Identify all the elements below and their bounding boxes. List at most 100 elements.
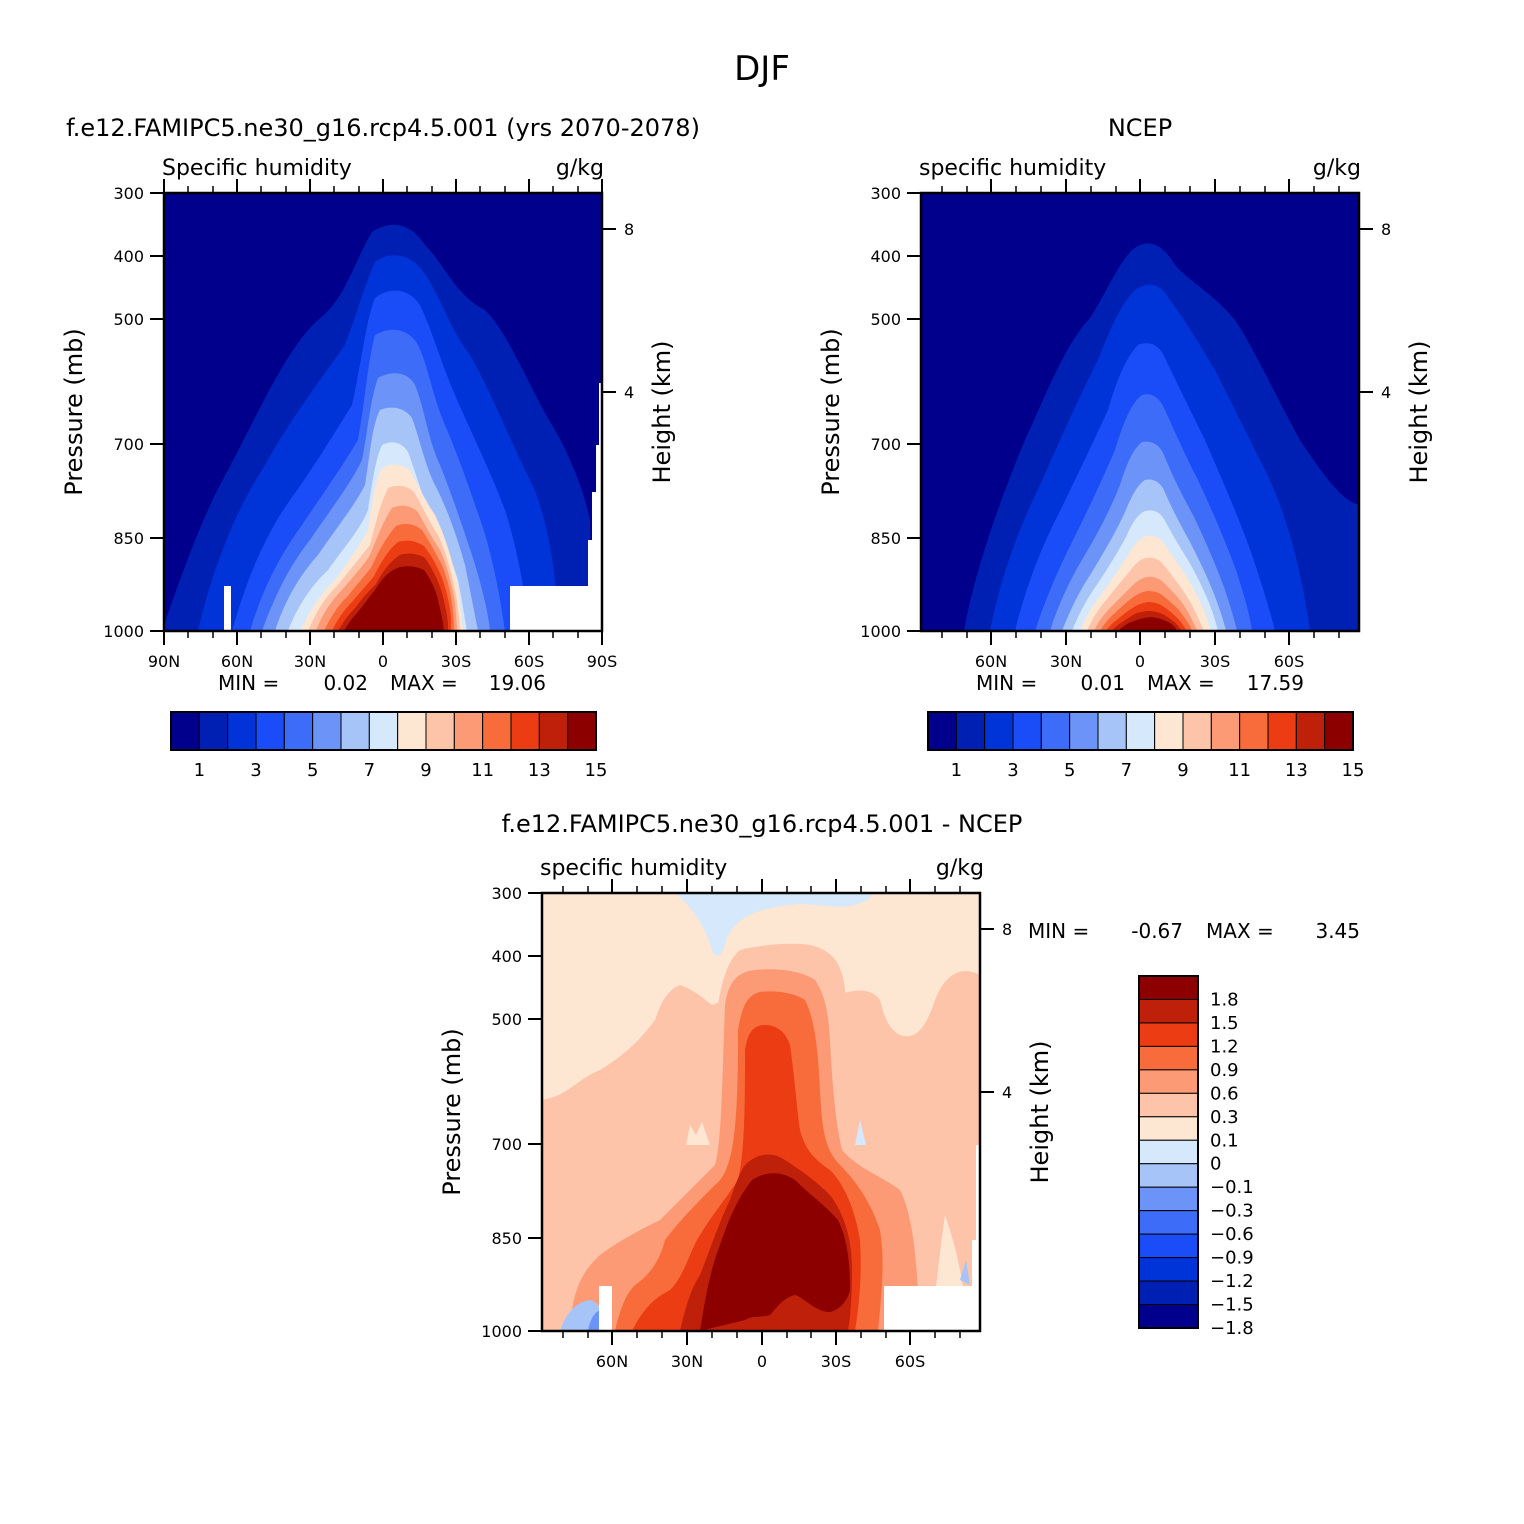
colorbar-label: 7: [364, 760, 375, 781]
colorbar-swatch: [1138, 1233, 1199, 1259]
colorbar: 1.81.51.20.90.60.30.10−0.1−0.3−0.6−0.9−1…: [1138, 975, 1254, 1339]
colorbar-swatch: [425, 711, 455, 751]
min-value: 0.02: [323, 671, 368, 695]
colorbar-swatch: [1138, 1280, 1199, 1306]
colorbar-swatch: [1239, 711, 1269, 751]
colorbar-label: 0.3: [1210, 1107, 1239, 1128]
colorbar-swatch: [984, 711, 1014, 751]
y-axis-label: Pressure (mb): [817, 328, 845, 495]
colorbar-swatch: [1125, 711, 1156, 751]
colorbar-label: 1.8: [1210, 989, 1239, 1010]
missing-data: [224, 586, 231, 631]
colorbar-label: 9: [420, 760, 431, 781]
colorbar-label: 11: [471, 760, 494, 781]
x-tick-label: 30N: [1050, 652, 1082, 671]
x-tick-label: 60N: [975, 652, 1007, 671]
colorbar-frame: [1138, 975, 1199, 1329]
colorbar-label: 5: [1064, 760, 1075, 781]
colorbar-label: 0.1: [1210, 1130, 1239, 1151]
colorbar-label: 3: [1007, 760, 1018, 781]
colorbar-swatch: [1138, 1186, 1199, 1212]
x-tick-label: 60N: [596, 1352, 628, 1371]
colorbar-swatch: [1138, 1092, 1199, 1118]
colorbar-swatch: [368, 711, 399, 751]
y-tick-label: 400: [113, 247, 144, 266]
contour-level-0.1-patch: [686, 1122, 710, 1145]
colorbar-swatch: [510, 711, 540, 751]
y-tick-label: 300: [870, 184, 901, 203]
y-axis-label-right: Height (km): [1405, 341, 1433, 484]
panel-difference: f.e12.FAMIPC5.ne30_g16.rcp4.5.001 - NCEP…: [438, 810, 1360, 1371]
y-axis-label-right: Height (km): [1026, 1041, 1054, 1184]
colorbar-swatch: [538, 711, 569, 751]
axis-minor-ticks: [187, 186, 579, 638]
colorbar-label: −0.3: [1210, 1201, 1254, 1222]
colorbar-label: −0.9: [1210, 1248, 1254, 1269]
colorbar-swatch: [312, 711, 342, 751]
colorbar-label: 0.9: [1210, 1060, 1239, 1081]
colorbar-swatch: [927, 711, 957, 751]
colorbar-swatch: [1210, 711, 1241, 751]
colorbar-label: 15: [585, 760, 608, 781]
colorbar-label: 3: [250, 760, 261, 781]
missing-data: [592, 492, 602, 540]
colorbar-swatch: [227, 711, 257, 751]
colorbar-swatch: [1138, 1069, 1199, 1094]
x-tick-label: 60S: [895, 1352, 926, 1371]
y-tick-label: 700: [870, 435, 901, 454]
y-right-tick-label: 4: [624, 383, 634, 402]
contour-negative: [675, 893, 872, 956]
x-tick-label: 0: [757, 1352, 767, 1371]
y-tick-label: 500: [870, 310, 901, 329]
colorbar-swatch: [1295, 711, 1326, 751]
colorbar-label: 9: [1177, 760, 1188, 781]
panel-title: NCEP: [1108, 114, 1172, 142]
colorbar-label: 13: [528, 760, 551, 781]
colorbar-swatch: [283, 711, 314, 751]
min-label: MIN =: [218, 671, 279, 695]
x-tick-label: 90S: [587, 652, 618, 671]
axis-ticks: [907, 179, 1373, 645]
x-tick-label: 60S: [1274, 652, 1305, 671]
panel-title: f.e12.FAMIPC5.ne30_g16.rcp4.5.001 (yrs 2…: [66, 114, 700, 142]
colorbar-swatch: [255, 711, 285, 751]
y-tick-label: 850: [113, 529, 144, 548]
colorbar-swatch: [567, 711, 597, 751]
contour-field: [164, 193, 602, 631]
contour-level-15: [344, 566, 444, 631]
colorbar-label: −1.2: [1210, 1271, 1254, 1292]
colorbar-swatch: [1182, 711, 1212, 751]
colorbar-swatch: [1267, 711, 1297, 751]
colorbar-swatch: [1012, 711, 1042, 751]
variable-label: specific humidity: [540, 856, 727, 881]
colorbar-swatch: [1097, 711, 1127, 751]
y-right-tick-label: 4: [1381, 383, 1391, 402]
max-value: 19.06: [489, 671, 546, 695]
colorbar-swatch: [1138, 1304, 1199, 1329]
contour-negative: [855, 1120, 866, 1145]
variable-label: specific humidity: [919, 156, 1106, 181]
colorbar-label: 0: [1210, 1154, 1221, 1175]
missing-data: [510, 586, 602, 631]
x-tick-label: 30N: [294, 652, 326, 671]
x-tick-label: 30N: [671, 1352, 703, 1371]
colorbar-swatch: [170, 711, 200, 751]
contour-negative: [960, 1260, 970, 1285]
colorbar-swatch: [397, 711, 427, 751]
max-label: MAX =: [1206, 919, 1274, 943]
min-value: -0.67: [1131, 919, 1183, 943]
stats: MIN = 0.01 MAX = 17.59: [976, 671, 1304, 695]
y-axis-label: Pressure (mb): [60, 328, 88, 495]
x-tick-label: 60N: [221, 652, 253, 671]
min-label: MIN =: [976, 671, 1037, 695]
x-tick-label: 30S: [1200, 652, 1231, 671]
colorbar-swatch: [1138, 975, 1199, 1000]
y-tick-label: 1000: [481, 1322, 522, 1341]
colorbar-swatch: [482, 711, 512, 751]
missing-data: [588, 540, 602, 586]
missing-data: [972, 1240, 980, 1286]
missing-data: [884, 1286, 980, 1331]
colorbar-frame: [170, 711, 597, 751]
y-right-tick-label: 8: [624, 220, 634, 239]
